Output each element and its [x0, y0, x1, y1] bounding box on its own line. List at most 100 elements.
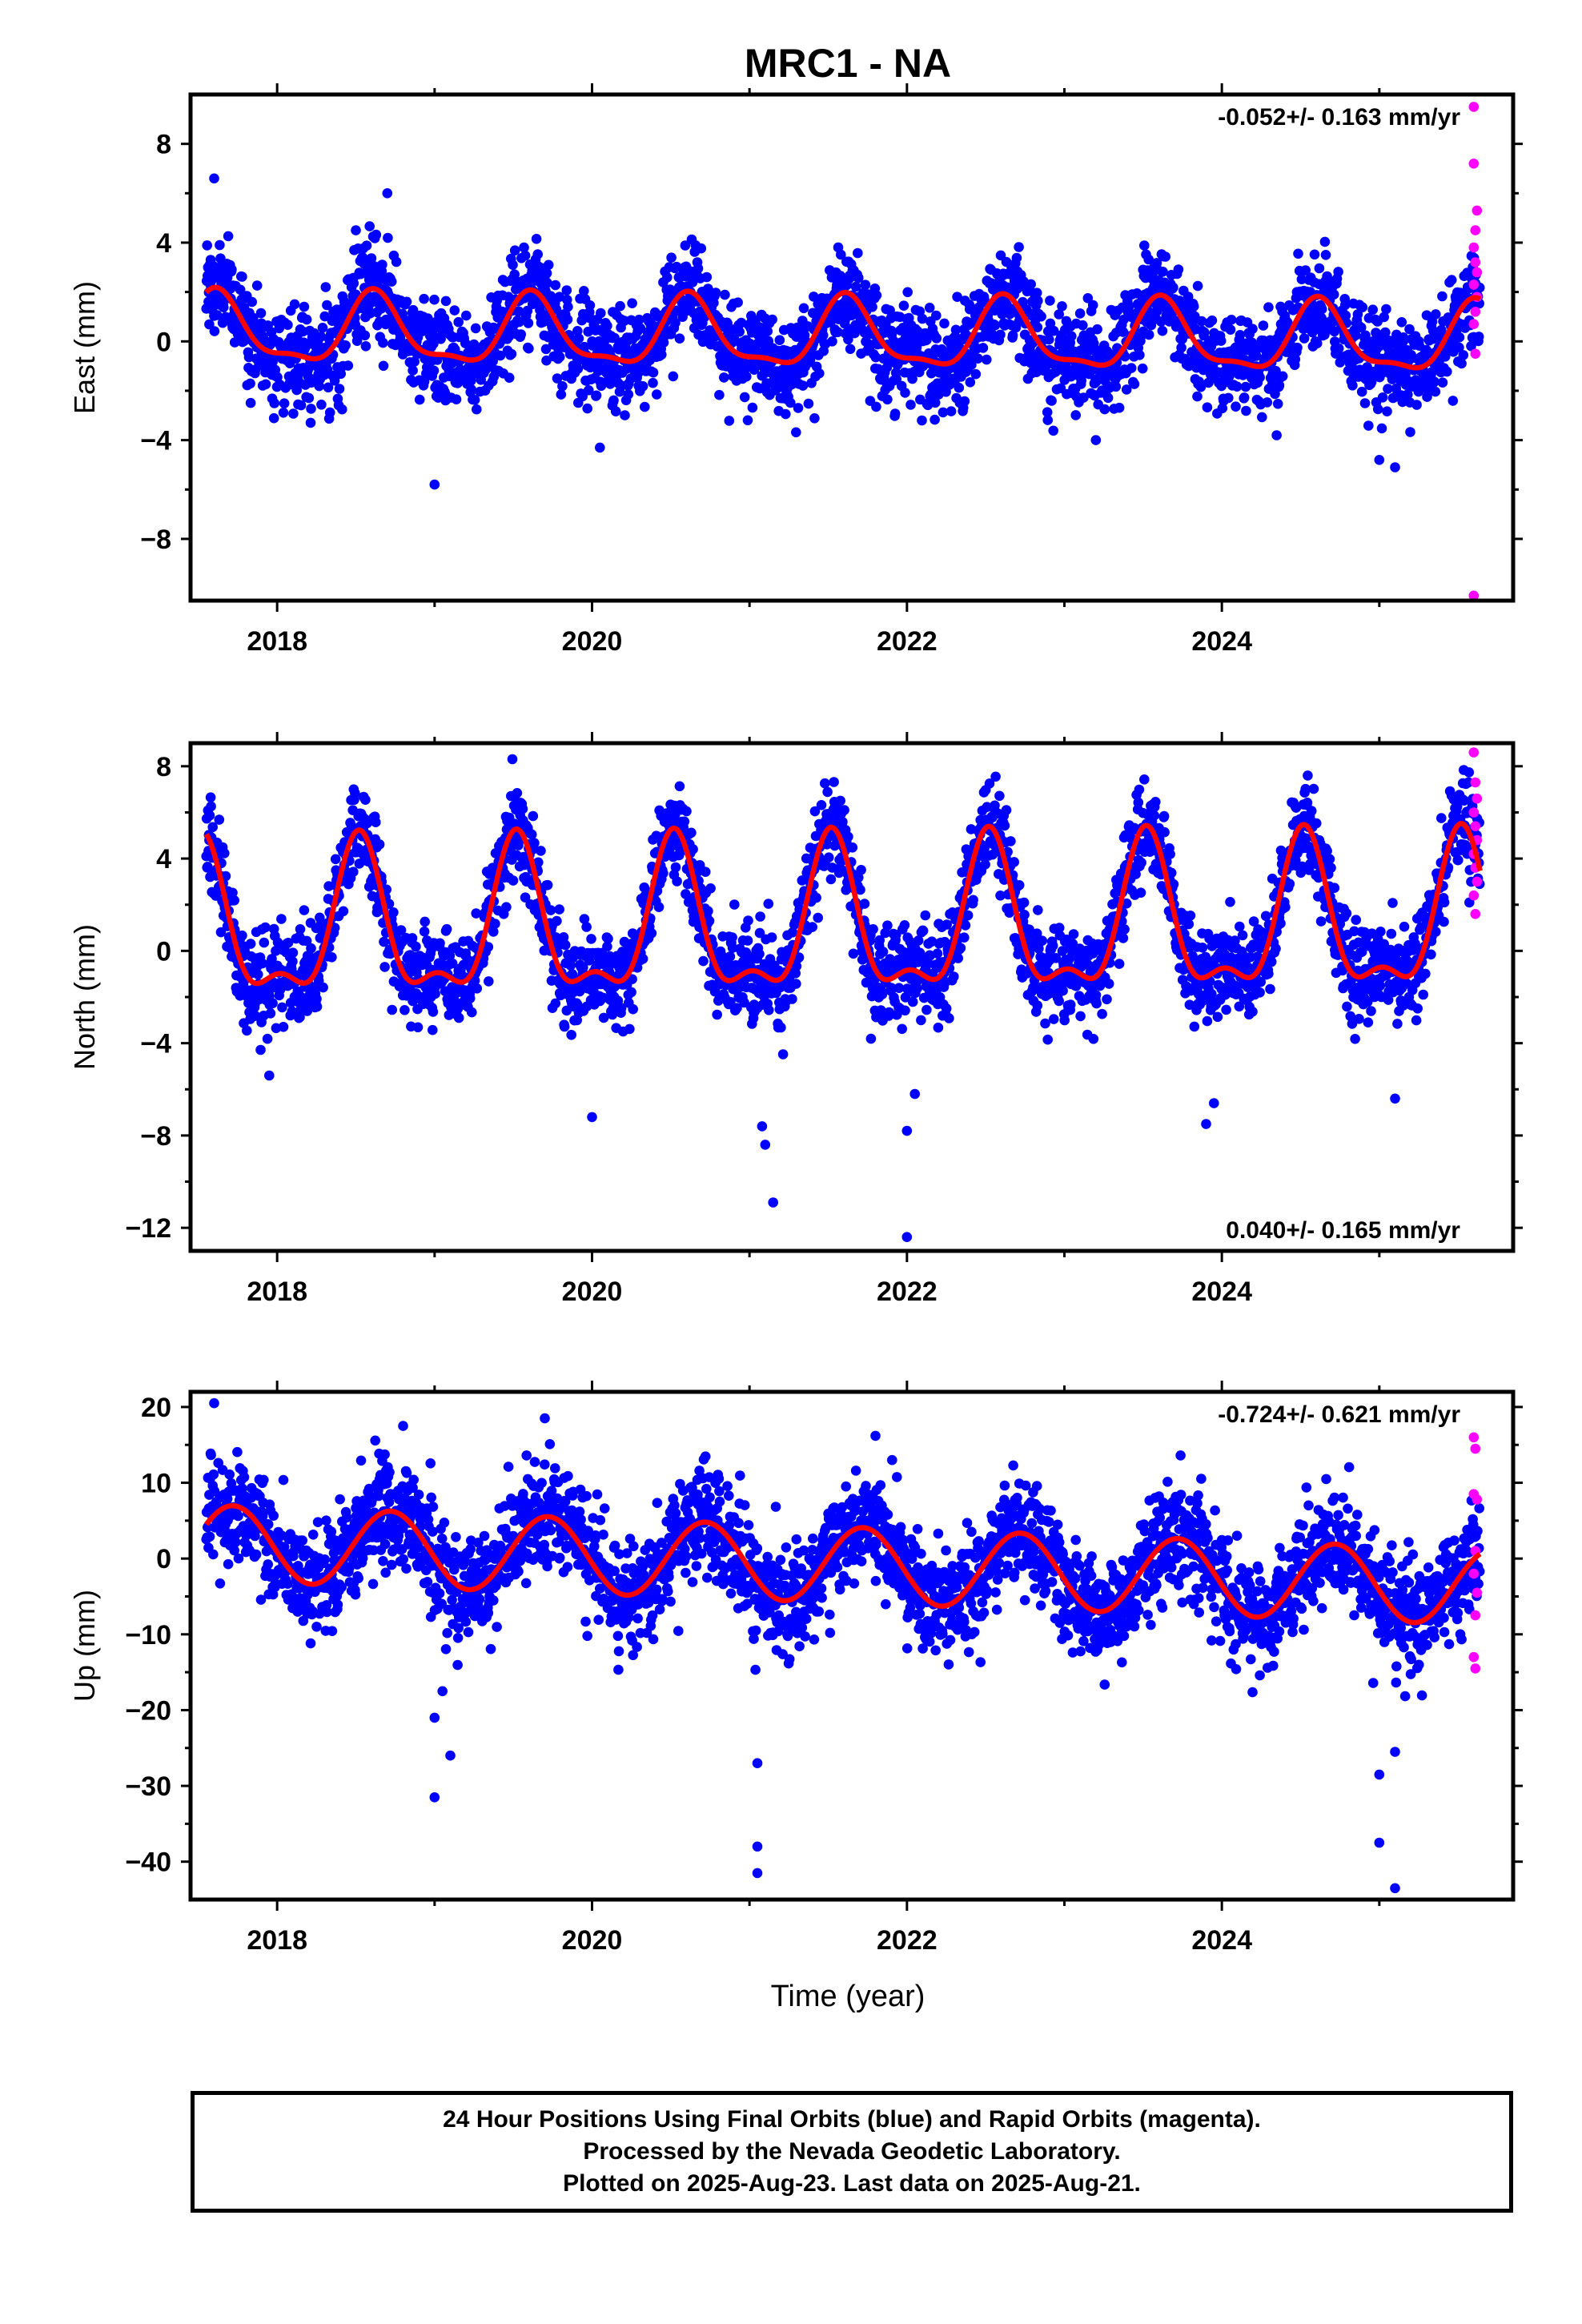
- east-final-point: [245, 397, 256, 408]
- north-final-point: [471, 908, 481, 919]
- east-final-point: [1226, 315, 1237, 325]
- north-final-point: [1018, 897, 1030, 908]
- east-final-point: [1357, 302, 1368, 313]
- east-final-point: [1231, 381, 1243, 392]
- east-final-point: [361, 240, 372, 251]
- east-rapid-point: [1470, 307, 1481, 317]
- east-final-point: [391, 256, 402, 267]
- east-final-point: [1042, 415, 1053, 425]
- east-final-point: [652, 389, 662, 400]
- north-final-point: [528, 810, 539, 822]
- east-final-point: [1223, 392, 1234, 404]
- east-final-point: [1314, 263, 1325, 274]
- east-final-point: [620, 410, 630, 420]
- north-final-point: [672, 876, 682, 887]
- figure-title: MRC1 - NA: [745, 41, 951, 86]
- north-final-point: [379, 962, 390, 972]
- north-final-point: [559, 1021, 570, 1032]
- east-final-point: [809, 292, 819, 302]
- east-rapid-point: [1470, 348, 1481, 360]
- east-final-point: [926, 368, 937, 379]
- north-final-point: [360, 794, 371, 805]
- north-final-point: [306, 943, 316, 954]
- east-final-point: [461, 310, 472, 321]
- east-final-point: [1032, 322, 1043, 333]
- north-final-point: [763, 899, 774, 909]
- east-final-point: [584, 300, 596, 311]
- north-final-point: [214, 814, 225, 825]
- east-final-point: [791, 427, 801, 438]
- east-final-point: [1437, 377, 1448, 388]
- east-final-point: [408, 304, 419, 316]
- east-final-point: [1225, 324, 1236, 336]
- north-final-point: [566, 1030, 576, 1040]
- east-final-point: [850, 281, 861, 292]
- east-final-point: [954, 382, 965, 393]
- east-final-point: [719, 372, 729, 383]
- north-final-point: [755, 911, 765, 922]
- east-rapid-point: [1468, 242, 1480, 253]
- north-final-point: [743, 915, 753, 926]
- east-final-point: [1300, 265, 1311, 275]
- east-final-point: [509, 245, 520, 256]
- north-final-point: [725, 951, 736, 962]
- north-final-point: [490, 919, 500, 929]
- east-final-point: [305, 417, 316, 428]
- north-final-point: [259, 937, 270, 948]
- east-final-point: [1384, 336, 1395, 346]
- east-x-tick-label: 2020: [562, 626, 623, 657]
- east-final-point: [1099, 404, 1110, 415]
- east-final-point: [1033, 296, 1043, 306]
- east-final-point: [1366, 376, 1377, 388]
- east-final-point: [734, 327, 745, 337]
- north-final-point: [825, 874, 837, 885]
- east-final-point: [814, 368, 825, 379]
- east-final-point: [930, 414, 940, 425]
- east-final-point: [867, 302, 877, 312]
- east-final-point: [1397, 396, 1408, 408]
- east-final-point: [1473, 332, 1484, 342]
- north-final-point: [447, 958, 458, 969]
- east-final-point: [946, 406, 957, 416]
- north-final-point: [552, 915, 562, 927]
- north-final-point: [371, 817, 381, 827]
- east-final-point: [408, 365, 418, 376]
- east-frame: [188, 92, 1516, 603]
- east-final-point: [556, 389, 567, 400]
- east-final-point: [747, 402, 758, 413]
- east-final-point: [696, 243, 707, 254]
- east-final-point: [1110, 381, 1122, 392]
- north-final-point: [955, 943, 966, 954]
- north-final-point: [703, 906, 713, 916]
- east-final-point: [316, 400, 327, 410]
- east-final-point: [563, 301, 573, 312]
- east-final-point: [303, 392, 315, 404]
- east-final-point: [1340, 310, 1351, 321]
- north-final-point: [245, 939, 256, 949]
- east-final-point: [1168, 282, 1178, 293]
- north-final-point: [777, 1049, 789, 1059]
- east-final-point: [237, 271, 247, 282]
- east-final-point: [627, 298, 637, 309]
- north-final-point: [206, 801, 216, 812]
- east-final-point: [1011, 252, 1022, 263]
- north-final-point: [900, 992, 911, 1003]
- north-final-point: [1034, 943, 1044, 954]
- east-final-point: [833, 327, 843, 338]
- east-final-point: [853, 272, 864, 283]
- north-final-point: [787, 927, 798, 938]
- north-final-point: [586, 934, 596, 944]
- north-final-point: [1006, 836, 1016, 846]
- north-final-point: [379, 936, 389, 947]
- east-final-point: [524, 343, 534, 354]
- east-x-tick-label: 2024: [1191, 626, 1252, 657]
- east-final-point: [378, 360, 389, 372]
- east-final-point: [1383, 384, 1393, 394]
- east-final-point: [1217, 403, 1228, 414]
- east-final-point: [860, 279, 871, 291]
- east-final-point: [1333, 267, 1343, 277]
- north-final-point: [912, 983, 922, 994]
- east-final-point: [939, 318, 950, 329]
- east-final-point: [666, 252, 677, 263]
- north-final-point: [893, 983, 905, 993]
